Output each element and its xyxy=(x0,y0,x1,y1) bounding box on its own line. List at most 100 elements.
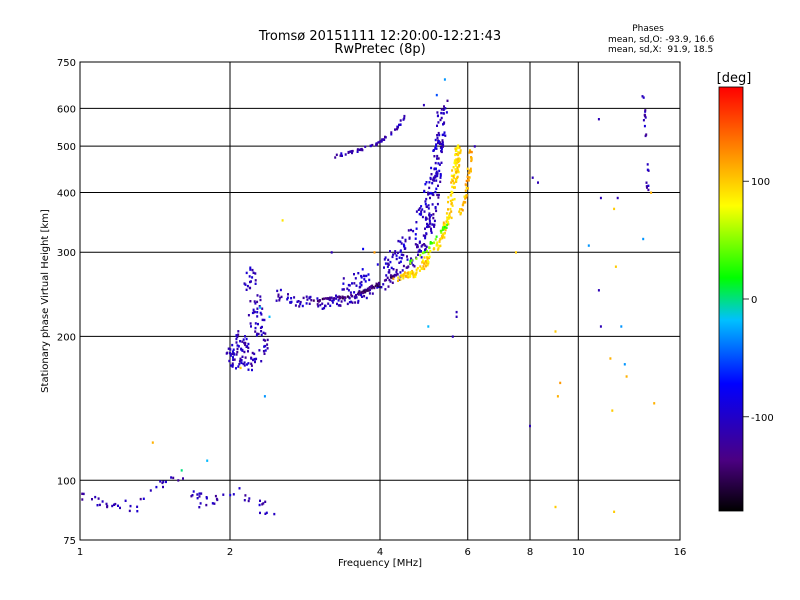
data-point xyxy=(432,176,435,179)
data-point xyxy=(425,245,428,248)
data-point xyxy=(599,325,602,328)
data-point xyxy=(199,502,202,505)
data-point xyxy=(192,490,195,493)
data-point xyxy=(399,249,402,252)
data-point xyxy=(342,288,345,291)
data-point xyxy=(377,141,380,144)
data-point xyxy=(399,260,402,263)
data-point xyxy=(429,222,432,225)
data-point xyxy=(357,301,360,304)
data-point xyxy=(465,183,468,187)
data-point xyxy=(448,214,450,217)
data-point xyxy=(406,271,409,275)
data-point xyxy=(436,202,439,206)
data-point xyxy=(439,141,442,144)
data-point xyxy=(446,223,449,226)
data-point xyxy=(384,262,387,265)
data-point xyxy=(91,498,93,501)
data-point xyxy=(94,495,97,499)
data-point xyxy=(336,302,338,306)
data-point xyxy=(441,233,444,236)
data-point xyxy=(647,184,650,187)
data-point xyxy=(317,305,320,308)
data-point xyxy=(363,295,366,298)
x-tick-label: 10 xyxy=(572,547,585,558)
data-point xyxy=(273,512,276,516)
data-point xyxy=(380,139,383,143)
data-point xyxy=(435,144,437,147)
data-point xyxy=(450,202,453,206)
data-point xyxy=(436,111,439,114)
data-point xyxy=(264,339,267,342)
data-point xyxy=(254,330,257,333)
data-point xyxy=(427,325,430,328)
data-point xyxy=(425,249,428,253)
data-point xyxy=(461,209,464,212)
data-point xyxy=(448,212,451,215)
data-point xyxy=(443,121,446,124)
data-point xyxy=(384,256,387,259)
data-point xyxy=(455,315,458,318)
data-point xyxy=(413,265,416,268)
data-point xyxy=(559,381,562,385)
data-point xyxy=(424,265,427,268)
data-point xyxy=(237,330,240,333)
data-point xyxy=(336,295,339,299)
data-point xyxy=(142,497,145,500)
data-point xyxy=(254,282,257,285)
data-point xyxy=(642,96,645,99)
data-point xyxy=(376,283,379,286)
data-point xyxy=(258,349,261,352)
data-point xyxy=(248,286,251,290)
data-point xyxy=(404,240,407,243)
data-point xyxy=(363,278,366,281)
data-point xyxy=(256,294,259,297)
data-point xyxy=(432,213,435,216)
data-point xyxy=(442,112,445,115)
data-point xyxy=(256,311,259,314)
data-point xyxy=(229,354,232,357)
data-point xyxy=(367,287,370,290)
data-point xyxy=(330,251,333,254)
x-tick-label: 6 xyxy=(465,547,471,558)
data-point xyxy=(265,511,268,514)
data-point xyxy=(232,356,234,359)
data-point xyxy=(359,148,362,152)
data-point xyxy=(417,208,420,211)
data-point xyxy=(331,301,334,304)
data-point xyxy=(464,197,467,200)
data-point xyxy=(430,166,433,170)
data-point xyxy=(451,185,454,189)
data-point xyxy=(403,117,406,120)
data-point xyxy=(249,280,251,284)
data-point xyxy=(424,236,427,240)
data-point xyxy=(245,288,248,291)
data-point xyxy=(468,171,471,174)
data-point xyxy=(279,288,282,292)
data-point xyxy=(247,350,249,353)
data-point xyxy=(155,485,158,489)
data-point xyxy=(451,204,454,207)
data-point xyxy=(357,272,360,275)
data-point xyxy=(409,272,412,275)
data-point xyxy=(321,297,324,301)
data-point xyxy=(644,116,647,119)
data-point xyxy=(356,148,359,152)
data-point xyxy=(266,343,269,346)
data-point xyxy=(436,172,439,175)
data-point xyxy=(427,193,430,196)
data-point xyxy=(437,121,440,124)
data-point xyxy=(159,480,162,483)
data-point xyxy=(229,493,232,497)
data-point xyxy=(434,147,437,150)
data-point xyxy=(642,237,645,241)
data-point xyxy=(101,500,104,503)
colorbar-tick-label: -100 xyxy=(751,413,774,424)
data-point xyxy=(440,231,443,234)
data-point xyxy=(427,207,430,210)
data-point xyxy=(599,196,602,200)
data-point xyxy=(414,233,417,236)
data-point xyxy=(421,208,424,211)
data-point xyxy=(442,145,444,148)
data-point xyxy=(376,286,379,289)
